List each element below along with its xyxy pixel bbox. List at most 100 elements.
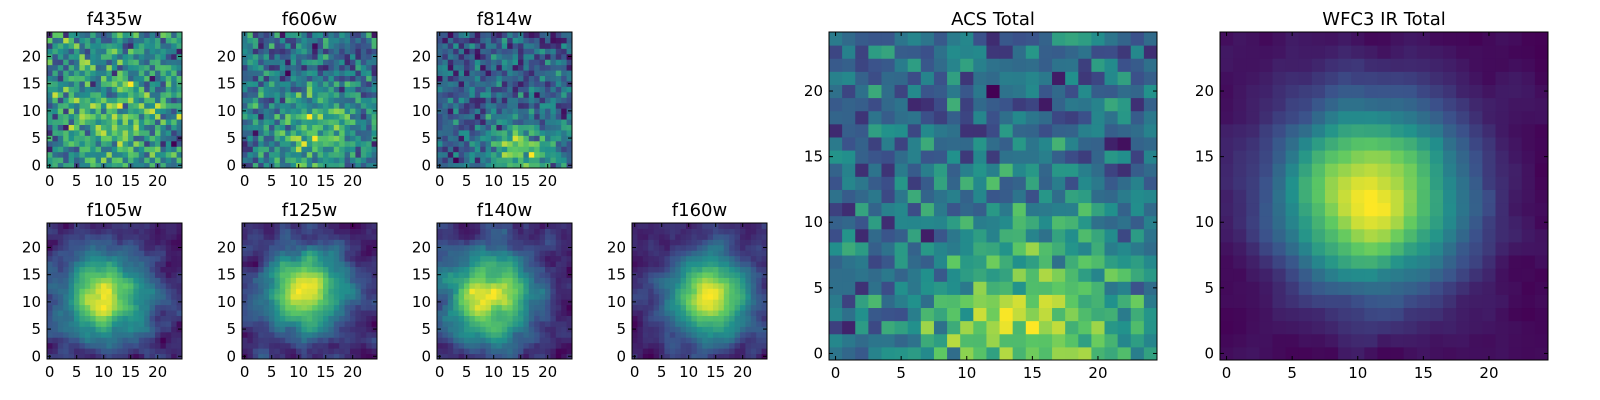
heatmap-cell bbox=[659, 342, 665, 349]
heatmap-cell bbox=[263, 162, 270, 169]
heatmap-cell bbox=[491, 75, 497, 82]
heatmap-cell bbox=[258, 113, 265, 120]
heatmap-cell bbox=[545, 119, 551, 125]
heatmap-cell bbox=[279, 348, 286, 355]
heatmap-cell bbox=[95, 239, 102, 246]
heatmap-cell bbox=[632, 315, 638, 322]
heatmap-cell bbox=[333, 250, 340, 257]
heatmap-cell bbox=[149, 304, 156, 311]
heatmap-cell bbox=[718, 331, 725, 338]
heatmap-cell bbox=[165, 223, 172, 229]
heatmap-cell bbox=[496, 255, 503, 262]
heatmap-cell bbox=[79, 261, 86, 268]
heatmap-cell bbox=[165, 70, 172, 77]
heatmap-cell bbox=[512, 151, 519, 158]
heatmap-cell bbox=[750, 331, 757, 338]
heatmap-cell bbox=[371, 37, 378, 44]
heatmap-cell bbox=[339, 282, 346, 289]
heatmap-cell bbox=[160, 353, 167, 360]
heatmap-cell bbox=[106, 102, 113, 109]
heatmap-cell bbox=[442, 135, 449, 142]
heatmap-cell bbox=[323, 228, 329, 235]
heatmap-cell bbox=[242, 151, 248, 158]
heatmap-cell bbox=[133, 233, 140, 240]
heatmap-cell bbox=[442, 151, 449, 158]
heatmap-cell bbox=[566, 293, 573, 300]
heatmap-cell bbox=[149, 59, 156, 66]
heatmap-cell bbox=[57, 277, 64, 284]
heatmap-cell bbox=[1038, 320, 1053, 335]
heatmap-cell bbox=[545, 75, 551, 82]
heatmap-cell bbox=[263, 315, 270, 322]
heatmap-cell bbox=[290, 157, 297, 164]
heatmap-cell bbox=[176, 266, 183, 273]
y-tick-label: 15 bbox=[607, 266, 626, 284]
heatmap-cell bbox=[485, 97, 492, 104]
heatmap-cell bbox=[464, 299, 470, 306]
heatmap-cell bbox=[242, 228, 248, 235]
heatmap-cell bbox=[317, 108, 324, 115]
heatmap-cell bbox=[675, 239, 682, 246]
heatmap-cell bbox=[111, 282, 118, 289]
heatmap-cell bbox=[855, 333, 869, 348]
heatmap-cell bbox=[328, 151, 335, 158]
heatmap-cell bbox=[290, 250, 297, 257]
heatmap-cell bbox=[301, 353, 308, 360]
heatmap-cell bbox=[258, 261, 265, 268]
heatmap-cell bbox=[437, 331, 443, 338]
heatmap-cell bbox=[258, 299, 265, 306]
heatmap-cell bbox=[133, 135, 140, 142]
heatmap-cell bbox=[555, 255, 562, 262]
heatmap-cell bbox=[713, 239, 719, 246]
heatmap-cell bbox=[74, 53, 80, 60]
heatmap-cell bbox=[1104, 202, 1119, 217]
heatmap-cell bbox=[750, 266, 757, 273]
heatmap-cell bbox=[290, 162, 297, 169]
heatmap-cell bbox=[317, 310, 324, 316]
heatmap-cell bbox=[344, 348, 351, 355]
heatmap-cell bbox=[269, 151, 275, 158]
heatmap-cell bbox=[355, 348, 362, 355]
heatmap-cell bbox=[1065, 215, 1079, 230]
heatmap-cell bbox=[317, 64, 324, 71]
heatmap-cell bbox=[539, 135, 546, 142]
heatmap-cell bbox=[323, 320, 329, 327]
heatmap-cell bbox=[47, 97, 53, 104]
heatmap-cell bbox=[160, 342, 167, 349]
heatmap-cell bbox=[323, 250, 329, 257]
heatmap-cell bbox=[1052, 228, 1066, 243]
heatmap-cell bbox=[165, 239, 172, 246]
heatmap-cell bbox=[258, 266, 265, 273]
heatmap-cell bbox=[285, 239, 292, 246]
heatmap-cell bbox=[79, 342, 86, 349]
heatmap-cell bbox=[317, 223, 324, 229]
heatmap-cell bbox=[47, 64, 53, 71]
heatmap-cell bbox=[149, 277, 156, 284]
heatmap-cell bbox=[545, 342, 551, 349]
heatmap-cell bbox=[464, 97, 470, 104]
heatmap-cell bbox=[740, 271, 746, 278]
heatmap-cell bbox=[442, 157, 449, 164]
heatmap-cell bbox=[1065, 241, 1079, 256]
heatmap-cell bbox=[306, 337, 313, 344]
heatmap-cell bbox=[973, 333, 987, 348]
heatmap-cell bbox=[518, 266, 524, 273]
heatmap-cell bbox=[485, 42, 492, 49]
heatmap-cell bbox=[155, 75, 161, 82]
heatmap-cells bbox=[47, 32, 183, 169]
heatmap-cell bbox=[480, 255, 487, 262]
heatmap-cell bbox=[745, 331, 752, 338]
heatmap-cell bbox=[323, 277, 329, 284]
heatmap-cell bbox=[133, 282, 140, 289]
heatmap-cell bbox=[523, 271, 530, 278]
heatmap-cell bbox=[528, 353, 535, 360]
y-tick-label: 0 bbox=[31, 156, 41, 174]
heatmap-cell bbox=[1012, 307, 1027, 322]
heatmap-cell bbox=[285, 348, 292, 355]
heatmap-cell bbox=[566, 140, 573, 147]
heatmap-cell bbox=[442, 315, 449, 322]
heatmap-cell bbox=[458, 42, 465, 49]
heatmap-cell bbox=[144, 310, 151, 316]
heatmap-cell bbox=[344, 320, 351, 327]
heatmap-cell bbox=[366, 157, 373, 164]
